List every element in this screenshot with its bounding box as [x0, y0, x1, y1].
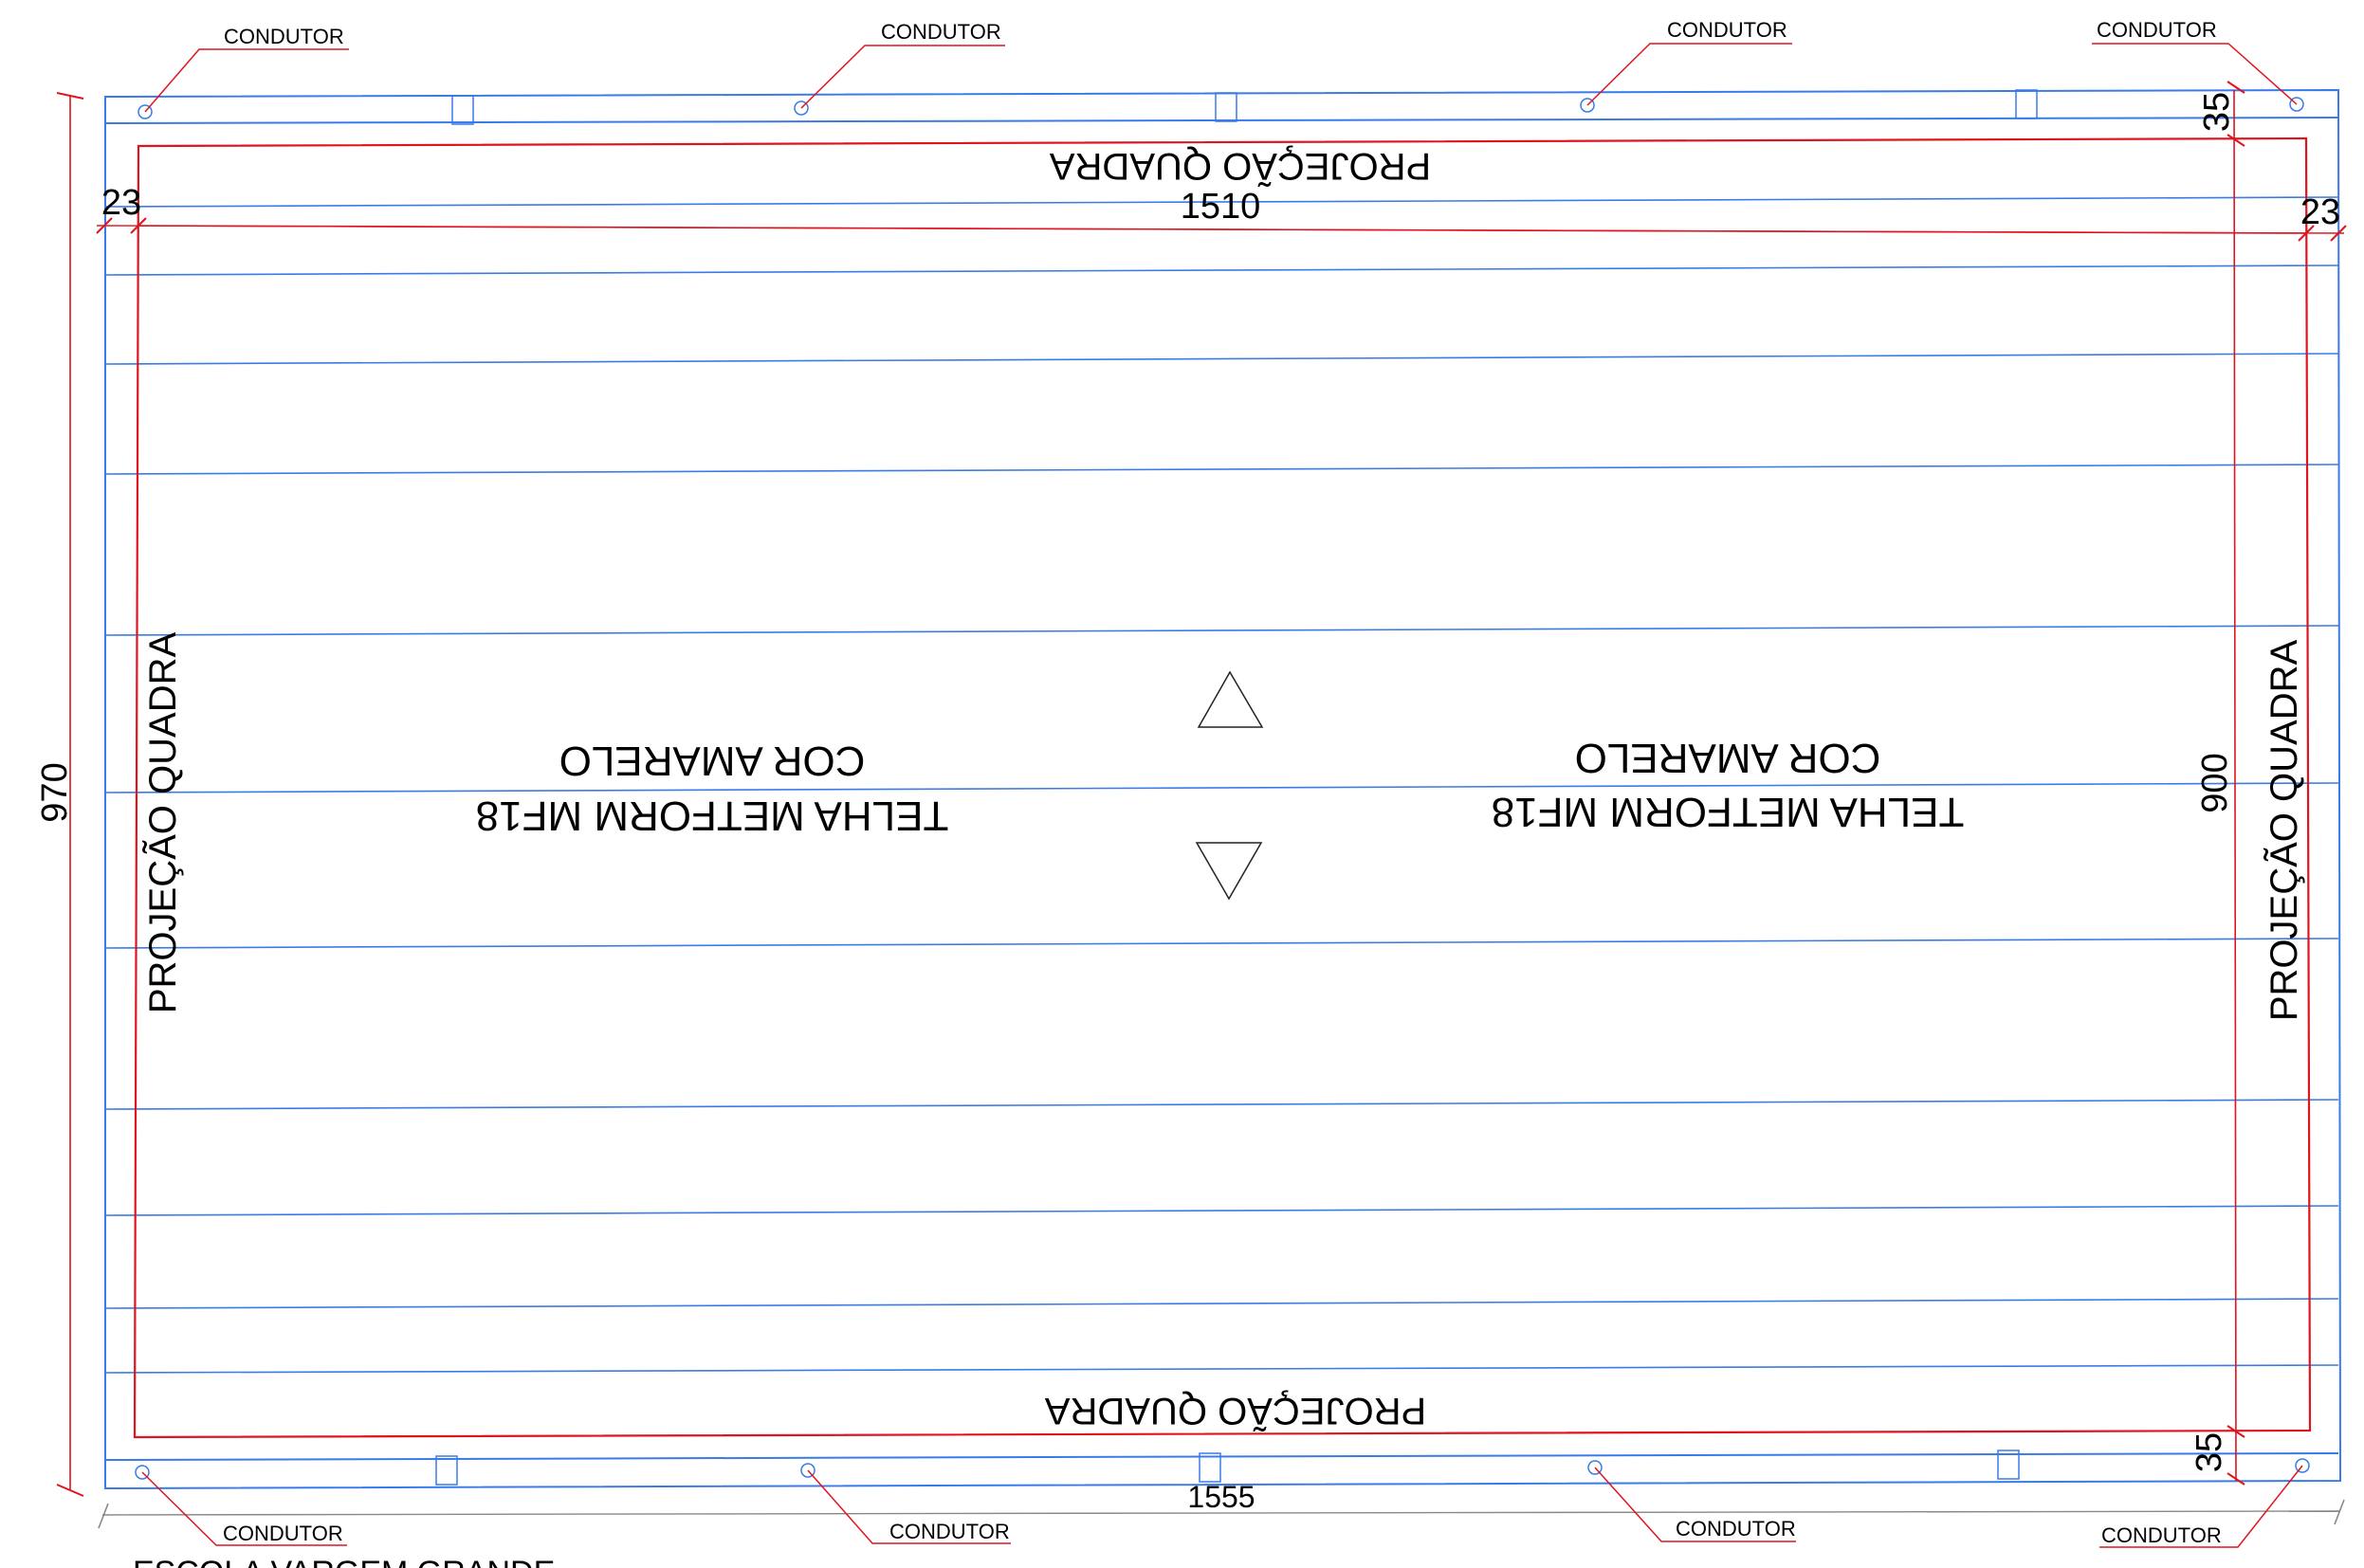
gutter-box-top-2 — [1215, 92, 1237, 122]
tile-line-1 — [104, 196, 2339, 208]
condutor-label-bottom-2: CONDUTOR — [889, 1520, 1010, 1543]
gutter-box-top-3 — [2015, 89, 2038, 119]
tick-offset-1 — [96, 217, 113, 234]
telha-right-line2: TELHA METFORM MF18 — [1492, 789, 1965, 835]
drain-circle-3 — [1580, 98, 1595, 113]
leader-line-bottom-1 — [141, 1471, 347, 1546]
tick-width-right — [2334, 1499, 2345, 1525]
gutter-line-bottom — [104, 1452, 2339, 1461]
tile-line-6 — [104, 782, 2339, 793]
tile-line-5 — [104, 625, 2339, 636]
dim-inner-height: 900 — [2195, 753, 2235, 812]
tick-vertical-3 — [2227, 1425, 2245, 1438]
dim-top-offset: 35 — [2197, 92, 2237, 132]
telha-right-line1: COR AMARELO — [1575, 735, 1881, 781]
tick-offset-4 — [2330, 225, 2347, 242]
drain-circle-4 — [2289, 97, 2304, 112]
footer-title: ESCOLA VARGEM GRANDE — [133, 1555, 555, 1568]
drain-circle-2 — [794, 100, 809, 116]
tile-line-10 — [104, 1298, 2339, 1309]
drain-symbols — [135, 43, 2310, 1548]
tile-line-2 — [104, 264, 2339, 276]
tick-height-bottom — [56, 1484, 84, 1497]
gutter-box-bottom-2 — [1199, 1452, 1221, 1483]
condutor-label-top-1: CONDUTOR — [224, 25, 344, 48]
triangle-up-icon — [1197, 670, 1264, 728]
gutter-box-bottom-3 — [1997, 1449, 2020, 1480]
dim-total-height: 970 — [35, 762, 75, 822]
drain-circle-7 — [1587, 1460, 1603, 1475]
tile-line-7 — [104, 938, 2339, 949]
leader-line-top-1 — [144, 48, 349, 113]
drain-circle-5 — [135, 1465, 150, 1480]
dim-line-horizontal-offsets — [96, 225, 2345, 234]
condutor-label-bottom-3: CONDUTOR — [1676, 1517, 1796, 1541]
gutter-box-bottom-1 — [435, 1455, 458, 1486]
condutor-label-top-3: CONDUTOR — [1667, 18, 1787, 42]
dim-line-total-width — [101, 1510, 2341, 1516]
projecao-label-bottom: PROJEÇÃO QUADRA — [1045, 1390, 1427, 1432]
projection-dim-line-900 — [2233, 89, 2237, 1482]
tile-line-9 — [104, 1205, 2339, 1216]
condutor-label-bottom-4: CONDUTOR — [2101, 1523, 2222, 1547]
gutter-box-top-1 — [451, 95, 474, 125]
tick-vertical-2 — [2227, 134, 2245, 147]
dim-right-offset: 23 — [2300, 192, 2340, 232]
dim-left-offset: 23 — [101, 183, 141, 223]
leader-line-bottom-2 — [807, 1469, 1011, 1544]
tick-width-left — [98, 1503, 109, 1529]
court-projection-outline — [133, 89, 2312, 1482]
tile-line-8 — [104, 1099, 2339, 1110]
triangle-down-icon — [1195, 842, 1263, 901]
leader-line-bottom-4 — [2099, 1465, 2303, 1548]
condutor-label-top-4: CONDUTOR — [2097, 18, 2217, 42]
court-projection — [133, 137, 2312, 1439]
tick-vertical-1 — [2227, 81, 2245, 94]
projecao-label-top: PROJEÇÃO QUADRA — [1050, 145, 1432, 188]
drain-circle-6 — [800, 1463, 815, 1478]
tick-offset-2 — [130, 217, 147, 234]
tick-height-top — [56, 92, 84, 100]
projecao-label-right: PROJEÇÃO QUADRA — [2263, 640, 2305, 1022]
leader-line-bottom-3 — [1594, 1467, 1796, 1542]
leader-line-top-4 — [2092, 43, 2298, 105]
dim-total-width: 1555 — [1187, 1480, 1255, 1514]
dimension-lines — [56, 81, 2347, 1529]
drain-circle-8 — [2295, 1458, 2310, 1473]
roof-tile-outline — [104, 88, 2342, 1490]
telha-left-line2: TELHA METFORM MF18 — [476, 793, 949, 839]
tick-vertical-4 — [2227, 1472, 2245, 1486]
tile-line-3 — [104, 353, 2339, 365]
condutor-label-bottom-1: CONDUTOR — [223, 1522, 343, 1545]
dim-bottom-offset: 35 — [2190, 1432, 2229, 1472]
leader-line-top-2 — [800, 45, 1005, 109]
tile-line-11 — [104, 1364, 2339, 1374]
condutor-label-top-2: CONDUTOR — [881, 20, 1001, 44]
leader-line-top-3 — [1586, 43, 1792, 106]
drain-circle-1 — [137, 104, 153, 119]
projecao-label-left: PROJEÇÃO QUADRA — [141, 632, 184, 1014]
dim-inner-width: 1510 — [1181, 187, 1261, 227]
tick-offset-3 — [2298, 225, 2315, 242]
roof-outline — [104, 88, 2342, 1490]
telha-left-line1: COR AMARELO — [559, 738, 866, 784]
tile-line-4 — [104, 464, 2339, 475]
gutter-line-top — [104, 117, 2339, 124]
